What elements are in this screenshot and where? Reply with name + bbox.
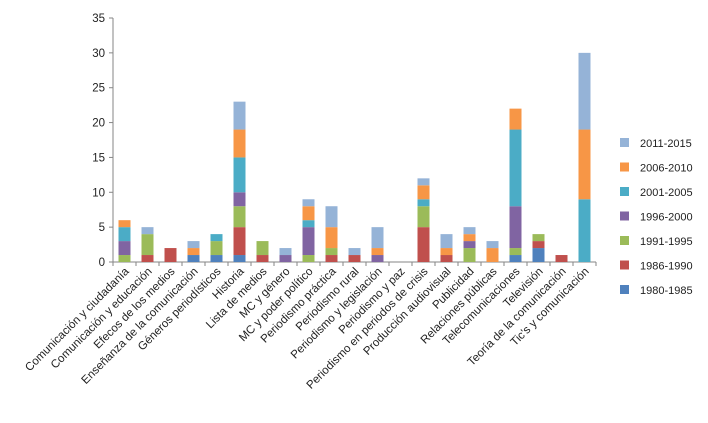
bar-segment	[256, 255, 269, 262]
bar-segment	[486, 241, 499, 249]
bar-segment	[302, 220, 315, 228]
bar-segment	[325, 248, 338, 256]
bar-segment	[141, 255, 154, 262]
legend-swatch	[620, 285, 629, 294]
bar-segment	[509, 108, 522, 130]
bar-segment	[279, 255, 292, 262]
bar-segment	[578, 129, 591, 200]
bar-segment	[463, 248, 476, 262]
bar-segment	[141, 227, 154, 235]
bar-segment	[233, 255, 246, 262]
bar-segment	[440, 255, 453, 262]
bar-segment	[417, 206, 430, 228]
bar-segment	[417, 199, 430, 207]
legend-label: 2006-2010	[640, 163, 693, 175]
legend-swatch	[620, 236, 629, 245]
legend-swatch	[620, 211, 629, 221]
legend-item: 1986-1990	[620, 260, 693, 273]
bar-segment	[164, 248, 177, 262]
bar-segment	[417, 178, 430, 186]
legend-label: 1986-1990	[640, 261, 693, 273]
bar-segment	[532, 234, 545, 242]
bar-segment	[417, 185, 430, 200]
bar-segment	[325, 227, 338, 249]
y-tick-label: 25	[92, 83, 105, 95]
bar-segment	[371, 227, 384, 249]
bar-segment	[210, 255, 223, 262]
bar-segment	[256, 241, 269, 256]
bar-segment	[463, 234, 476, 242]
legend-label: 1996-2000	[640, 212, 693, 224]
bar-segment	[578, 52, 591, 130]
legend-swatch	[620, 138, 629, 147]
bar-segment	[371, 248, 384, 256]
bar-segment	[233, 192, 246, 207]
y-tick-label: 30	[92, 48, 105, 60]
bar-segment	[417, 227, 430, 262]
bar-segment	[463, 241, 476, 249]
bar-segment	[233, 101, 246, 130]
legend-item: 2001-2005	[620, 187, 693, 199]
legend-swatch	[620, 162, 629, 172]
bar-segment	[187, 248, 200, 256]
legend: 2011-2015 2006-2010 2001-2005 1996-2000 1991…	[620, 138, 693, 297]
y-tick-label: 10	[92, 187, 105, 199]
legend-item: 2006-2010	[620, 162, 693, 175]
bar-segment	[233, 206, 246, 228]
bar-segment	[233, 129, 246, 158]
bar-segment	[578, 199, 591, 262]
legend-item: 2011-2015	[620, 138, 692, 150]
legend-label: 2011-2015	[640, 138, 692, 150]
bar-segment	[302, 206, 315, 221]
bar-segment	[233, 157, 246, 193]
bar-segment	[440, 248, 453, 256]
y-tick-label: 20	[92, 118, 105, 130]
legend-swatch	[620, 260, 629, 270]
legend-swatch	[620, 187, 629, 196]
legend-item: 1991-1995	[620, 236, 693, 248]
bar-segment	[302, 255, 315, 262]
bar-segment	[325, 206, 338, 228]
bar-segment	[509, 206, 522, 249]
bar-segment	[371, 255, 384, 262]
bar-segment	[302, 199, 315, 207]
legend-label: 1991-1995	[640, 236, 693, 248]
bar-segment	[440, 234, 453, 249]
bar-segment	[187, 255, 200, 262]
bar-segment	[348, 255, 361, 262]
bar-segment	[118, 227, 131, 242]
bar-segment	[509, 255, 522, 262]
bar-segment	[509, 248, 522, 256]
bar-segment	[532, 241, 545, 249]
y-tick-label: 15	[92, 152, 105, 164]
bar-segment	[348, 248, 361, 256]
bar-segment	[210, 234, 223, 242]
bar-segment	[532, 248, 545, 262]
bar-segment	[486, 248, 499, 262]
bar-segment	[118, 255, 131, 262]
bars	[118, 52, 591, 262]
bar-segment	[118, 220, 131, 228]
bar-segment	[118, 241, 131, 256]
legend-label: 2001-2005	[640, 187, 693, 199]
y-tick-label: 35	[92, 13, 105, 25]
legend-label: 1980-1985	[640, 285, 693, 297]
bar-segment	[279, 248, 292, 256]
y-tick-label: 5	[99, 222, 105, 234]
y-tick-label: 0	[99, 257, 105, 269]
bar-segment	[325, 255, 338, 262]
bar-segment	[509, 129, 522, 207]
bar-segment	[555, 255, 568, 262]
bar-segment	[302, 227, 315, 256]
bar-segment	[210, 241, 223, 256]
bar-segment	[233, 227, 246, 256]
bar-segment	[187, 241, 200, 249]
bar-segment	[463, 227, 476, 235]
legend-item: 1980-1985	[620, 285, 693, 297]
bar-segment	[141, 234, 154, 256]
legend-item: 1996-2000	[620, 211, 693, 224]
